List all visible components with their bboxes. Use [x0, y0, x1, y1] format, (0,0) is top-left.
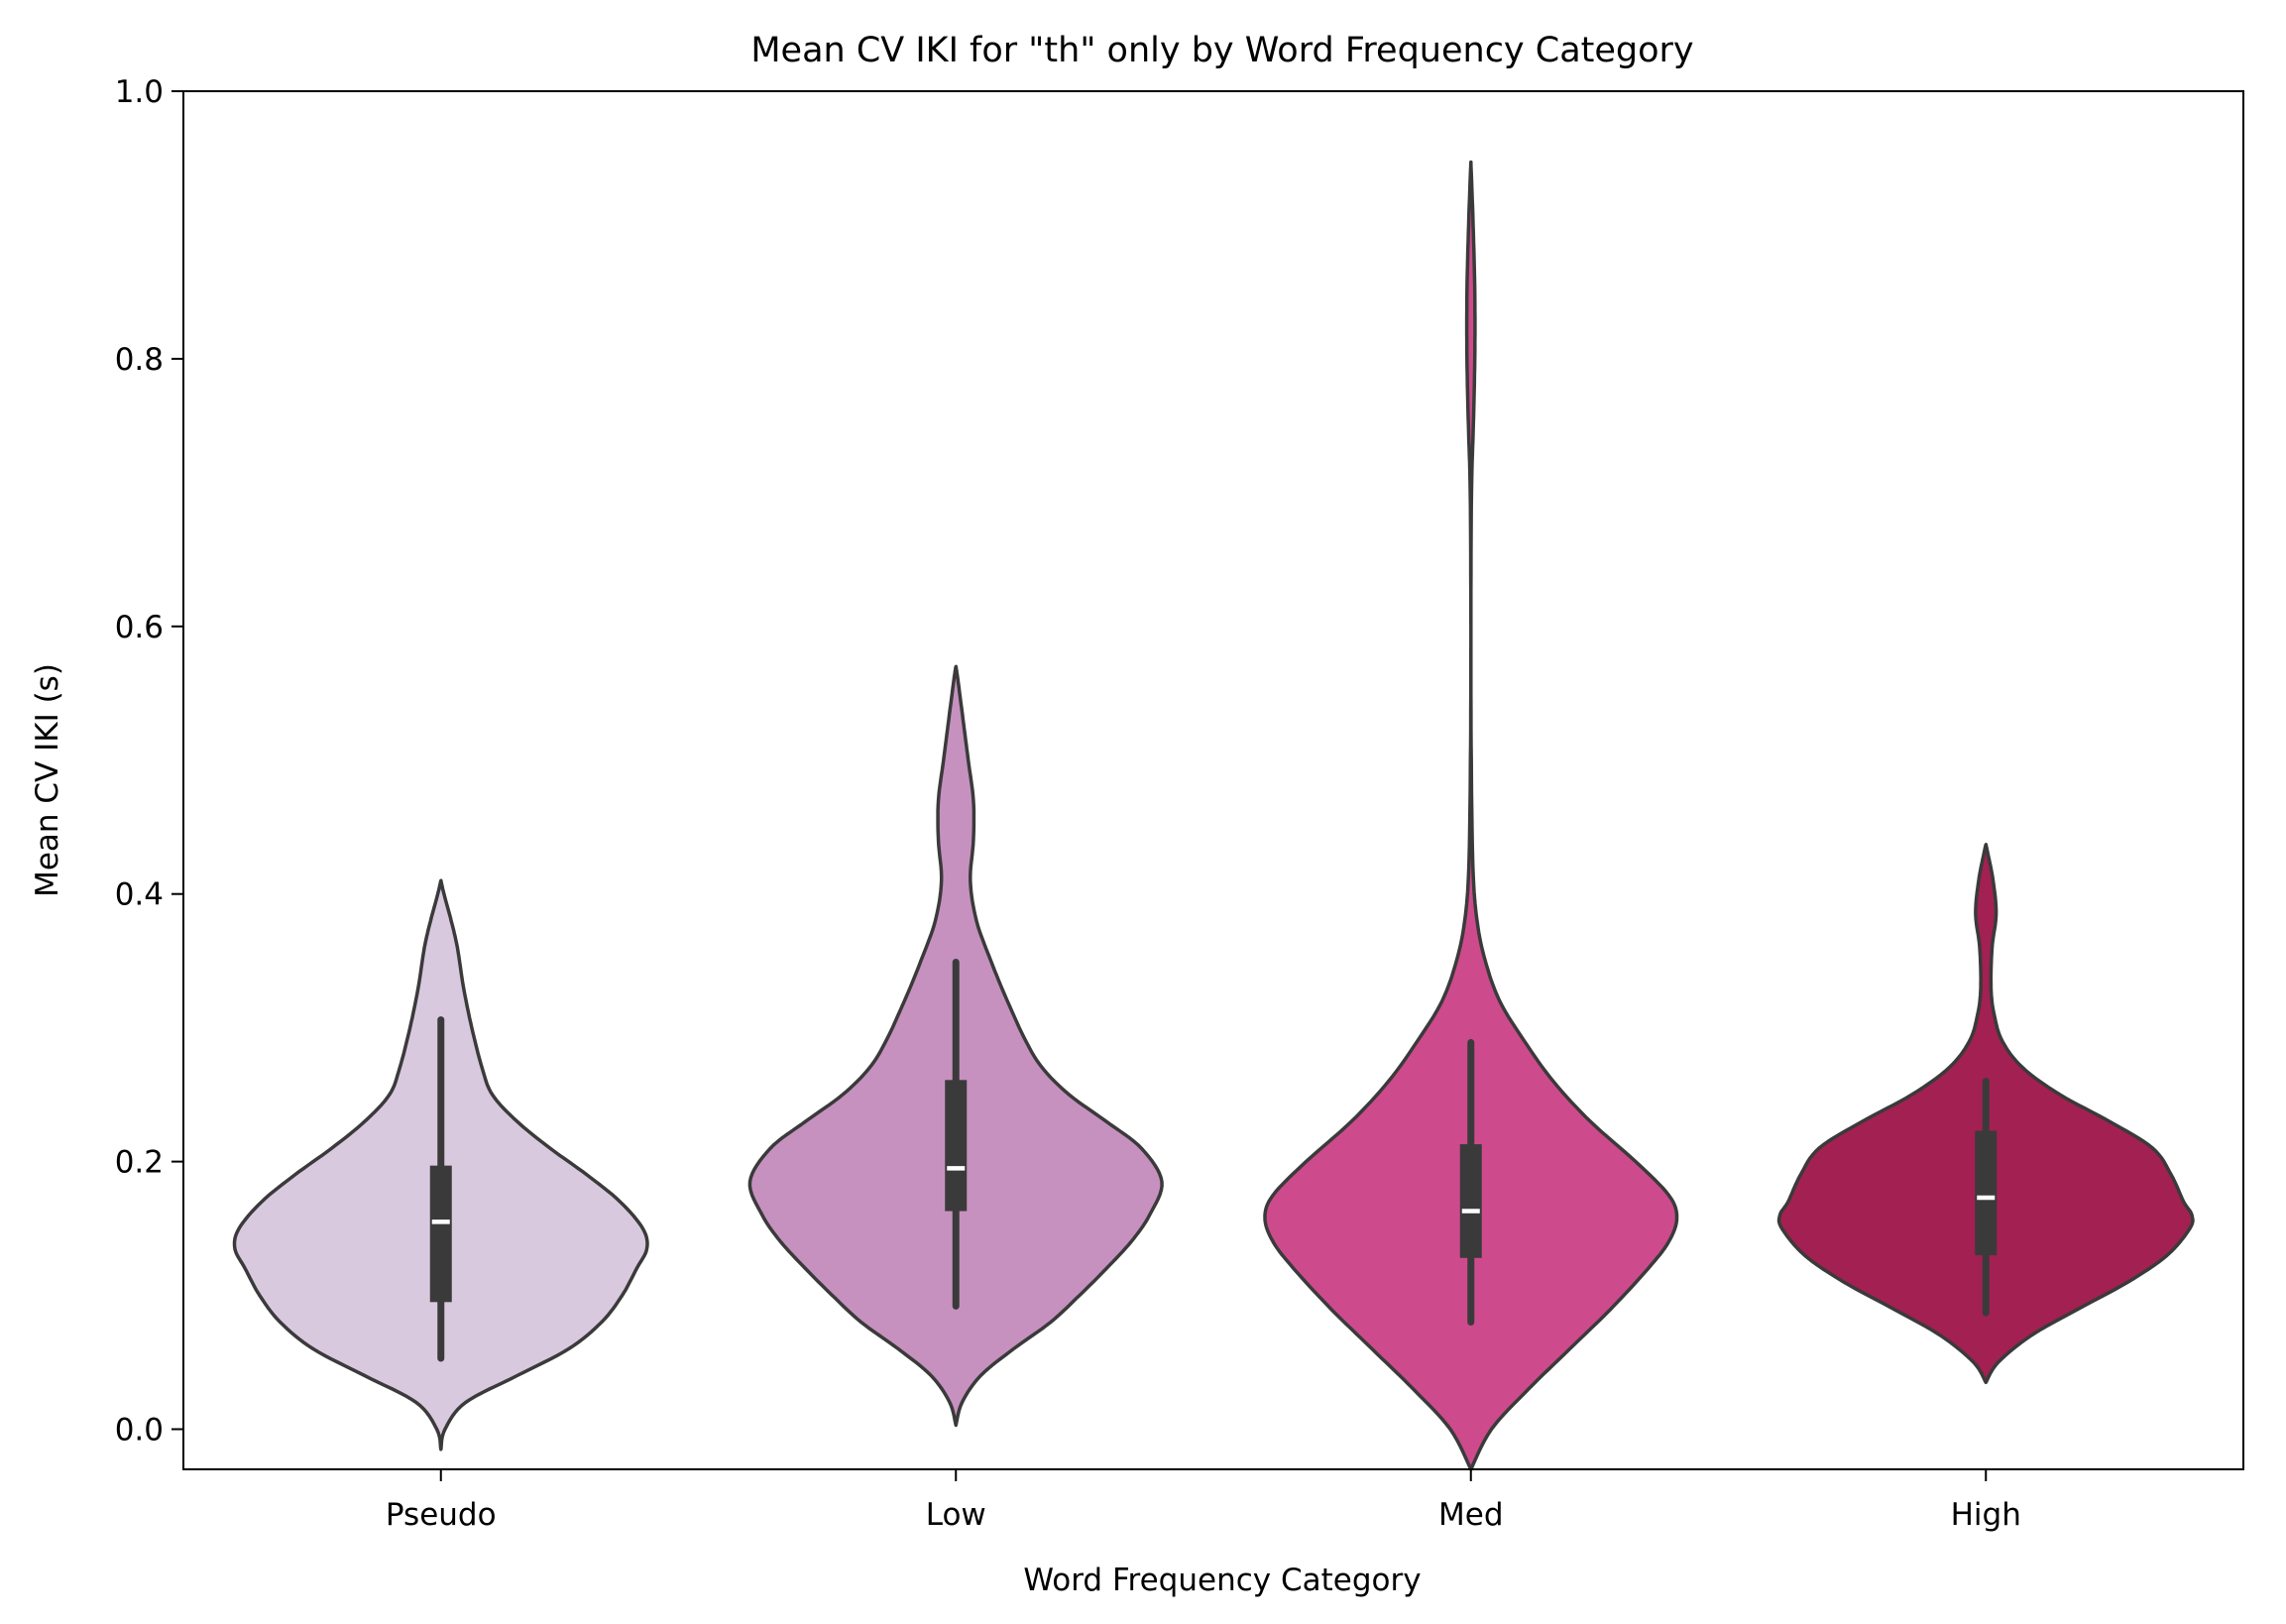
y-tick-label: 0.2 [115, 1145, 164, 1181]
y-tick-label: 1.0 [115, 74, 164, 110]
x-tick-label: Med [1438, 1497, 1504, 1533]
x-tick-label: Low [926, 1497, 986, 1533]
violin-med [1263, 160, 1679, 1471]
x-tick-label: High [1951, 1497, 2021, 1533]
chart-title: Mean CV IKI for "th" only by Word Freque… [750, 31, 1693, 70]
y-axis: 0.0 0.2 0.4 0.6 0.8 1.0 [115, 74, 183, 1449]
violin-high [1776, 843, 2195, 1385]
violin-pseudo [232, 878, 649, 1451]
y-tick-label: 0.8 [115, 342, 164, 378]
x-tick-label: Pseudo [386, 1497, 497, 1533]
violin-iqr-box [429, 1165, 452, 1303]
x-axis-label: Word Frequency Category [1023, 1563, 1421, 1598]
y-tick-label: 0.0 [115, 1413, 164, 1449]
plot-area [232, 160, 2195, 1471]
y-tick-label: 0.4 [115, 877, 164, 913]
axes-frame [182, 90, 2244, 1470]
violin-iqr-box [1459, 1144, 1482, 1258]
violin-low [747, 664, 1164, 1428]
violin-iqr-box [945, 1080, 968, 1212]
violin-iqr-box [1975, 1130, 1998, 1256]
x-axis: Pseudo Low Med High [386, 1469, 2021, 1533]
y-axis-label: Mean CV IKI (s) [30, 663, 65, 897]
violin-body [1263, 160, 1679, 1471]
y-tick-label: 0.6 [115, 610, 164, 645]
